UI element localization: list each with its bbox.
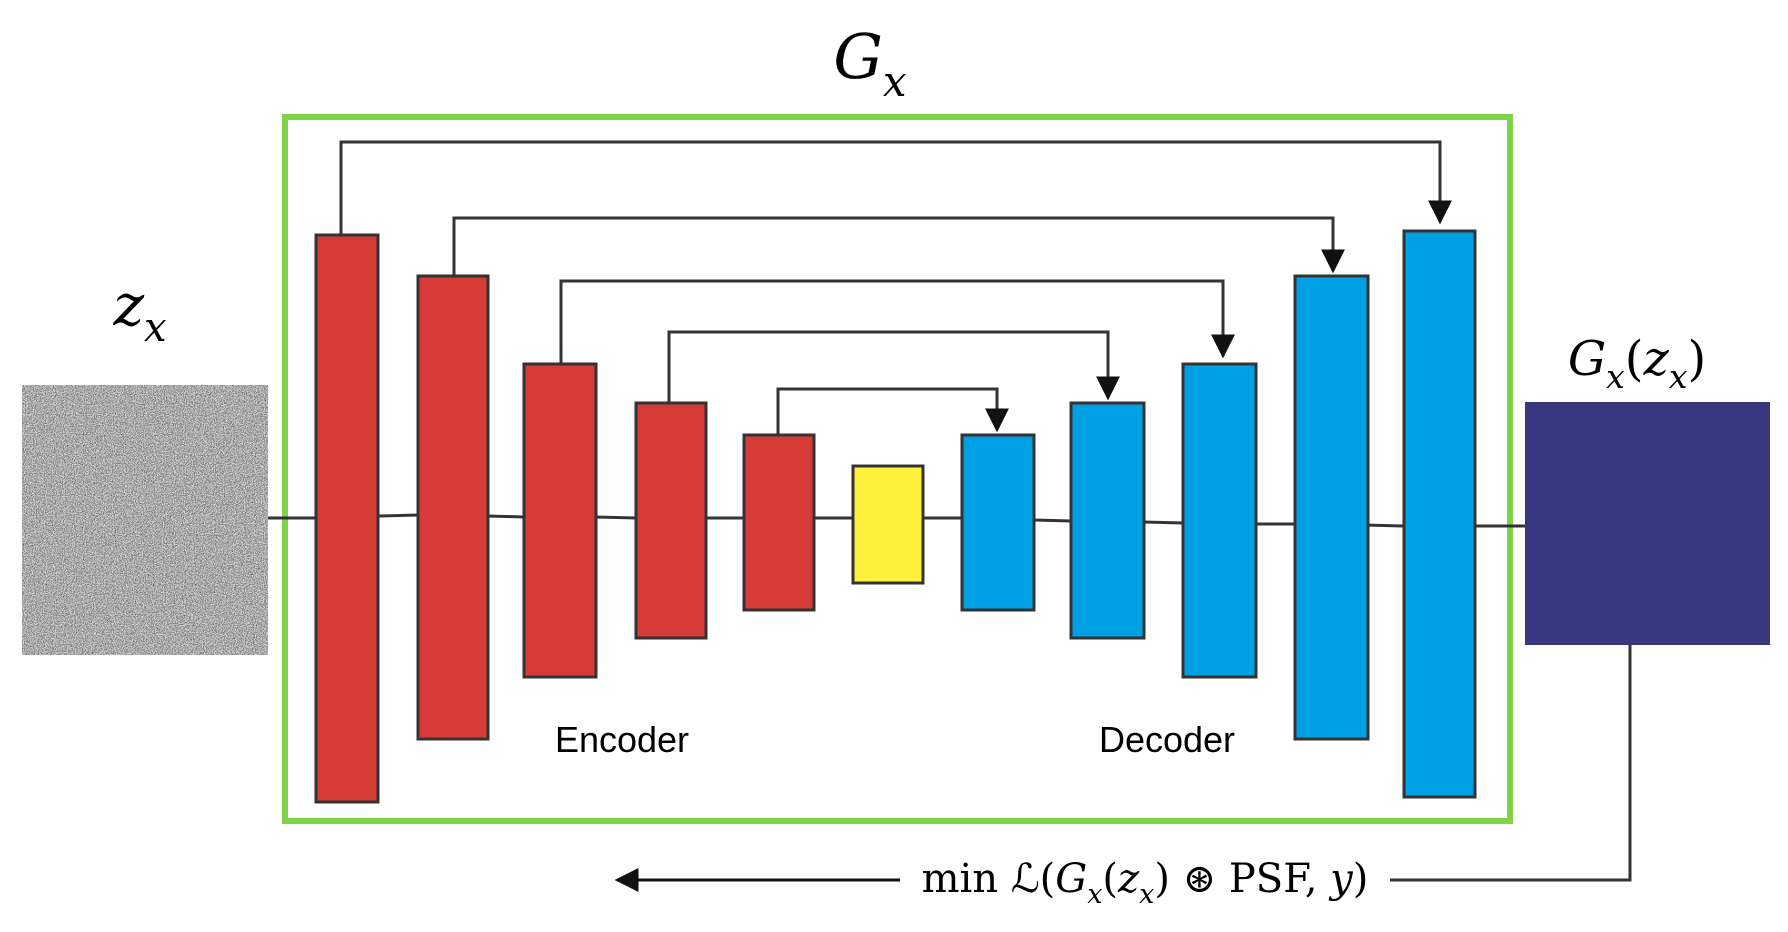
math-part-9: ) [1353,856,1369,902]
encoder-label: Encoder [555,719,689,760]
math-part-1: x [1606,357,1625,396]
generator-title: Gx [833,20,907,106]
math-part-5: ) [1687,331,1706,387]
generator-box [282,114,1513,824]
math-part-2: G [1055,856,1087,902]
skip-connection-1 [339,140,1452,235]
decoder-layer-2 [1069,401,1146,640]
output-block [1525,402,1770,645]
decoder-layer-1 [960,433,1036,612]
math-part-7: ) ⊛ PSF, [1154,856,1330,902]
decoder-layer-3 [1181,362,1258,679]
math-part-8: y [1328,856,1354,902]
encoder-layer-3 [522,362,598,679]
bottleneck-layer [851,464,925,585]
noise-input-image [22,385,268,655]
input-label-main: z [112,271,144,339]
math-part-3: z [1643,331,1670,387]
skip-connection-3 [559,279,1235,364]
encoder-layer-2 [416,274,490,741]
decoder-layer-4 [1293,274,1370,741]
math-part-3: x [1087,879,1102,910]
math-part-5: z [1117,856,1140,902]
encoder-layer-1 [314,233,380,804]
math-part-4: ( [1102,856,1118,902]
skip-connection-4 [667,330,1120,403]
math-part-6: x [1139,879,1154,910]
math-part-0: min [922,856,1011,902]
math-part-2: ( [1625,331,1644,387]
math-part-4: x [1669,357,1688,396]
math-part-1: ℒ( [1011,856,1055,902]
decoder-label: Decoder [1099,719,1235,760]
generator-title-sub: x [883,57,907,106]
math-part-0: G [1568,331,1606,387]
skip-connection-5 [776,387,1009,435]
generator-title-main: G [833,20,883,93]
feedback-path [1390,645,1632,882]
decoder-layer-5 [1402,229,1477,799]
input-label: zx [112,271,166,351]
output-label: Gx(zx) [1568,331,1706,396]
encoder-layer-4 [634,401,708,640]
encoder-layer-5 [742,433,816,612]
loss-expression: min ℒ(Gx(zx) ⊛ PSF, y) [922,856,1369,910]
input-label-sub: x [144,305,167,351]
skip-connection-2 [452,216,1345,276]
